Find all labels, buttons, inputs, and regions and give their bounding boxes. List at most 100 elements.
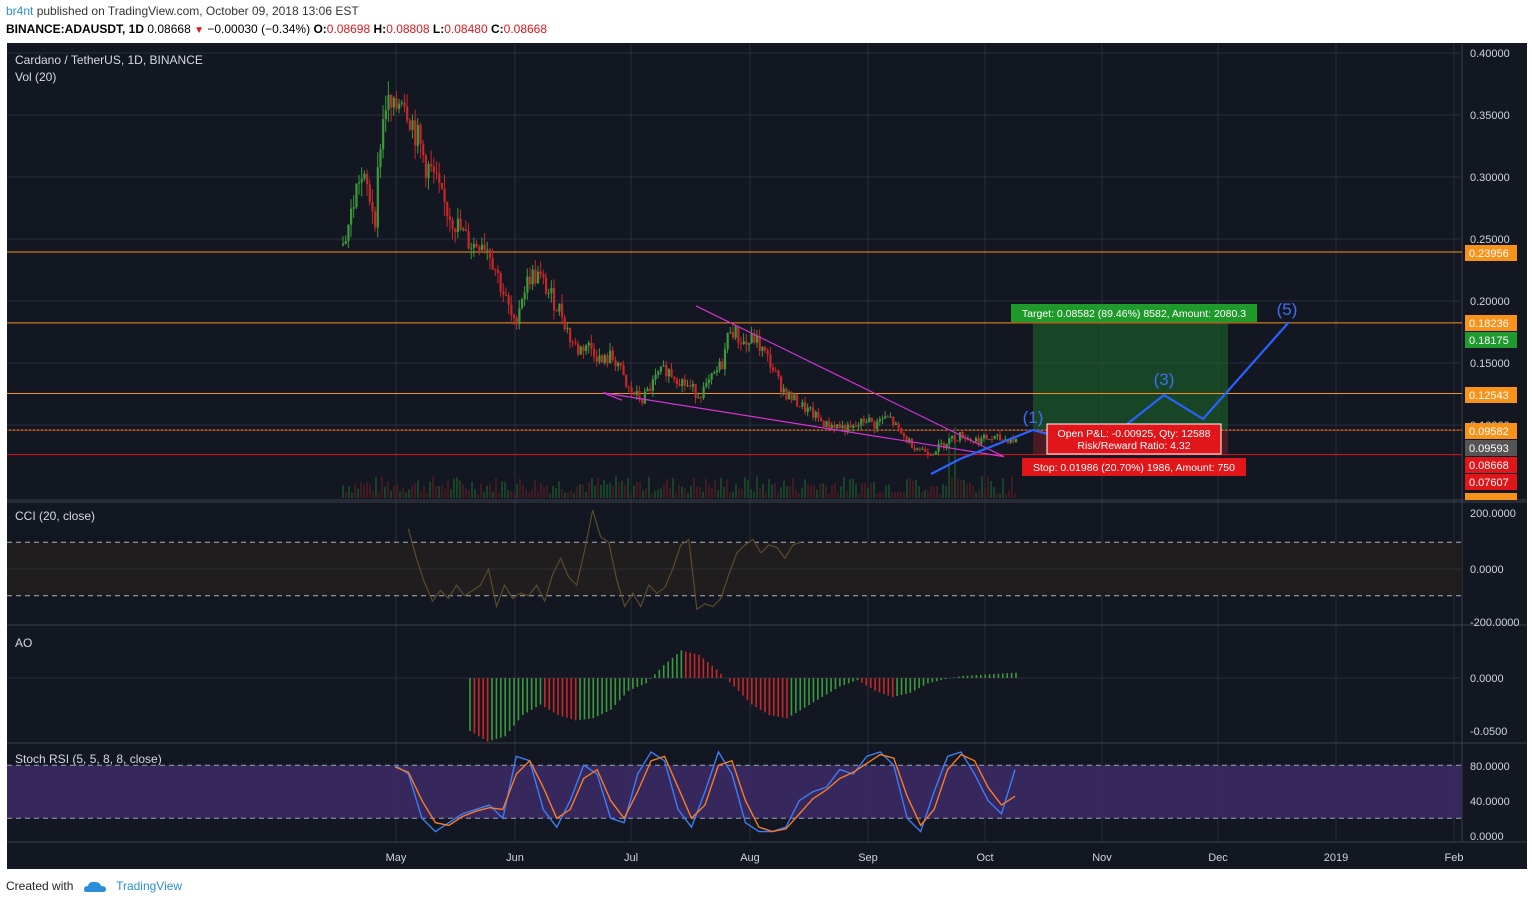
candle-body <box>873 421 876 429</box>
price-tag-label: 0.18175 <box>1469 335 1509 347</box>
published-text: published on TradingView.com, October 09… <box>36 4 359 18</box>
candle-body <box>729 331 732 334</box>
candle-body <box>691 384 695 387</box>
candle-body <box>555 310 558 312</box>
candle-body <box>552 287 556 311</box>
volume-bar <box>981 476 983 498</box>
candle-body <box>523 292 526 300</box>
volume-bar <box>471 481 473 498</box>
stoch-band <box>7 765 1462 819</box>
volume-bar <box>516 484 518 498</box>
candle-body <box>382 119 385 150</box>
candle-body <box>566 327 569 330</box>
volume-bar <box>873 481 875 498</box>
candle-body <box>358 182 361 184</box>
volume-bar <box>498 493 500 498</box>
volume-bar <box>594 485 596 498</box>
candle-body <box>779 376 783 393</box>
volume-bar <box>912 480 914 498</box>
volume-bar <box>486 485 488 498</box>
candle-body <box>825 421 828 427</box>
volume-bar <box>795 489 797 498</box>
candle-body <box>379 149 382 168</box>
candle-body <box>520 299 524 309</box>
candle-body <box>761 346 764 351</box>
volume-bar <box>672 477 674 498</box>
volume-bar <box>960 479 962 498</box>
candle-body <box>528 276 532 285</box>
candle-body <box>681 379 684 387</box>
volume-bar <box>648 476 650 498</box>
candle-body <box>440 182 444 189</box>
candle-body <box>771 367 775 371</box>
candle-body <box>491 258 494 270</box>
volume-bar <box>669 487 671 498</box>
volume-bar <box>978 489 980 498</box>
price-tag <box>1465 423 1517 439</box>
volume-bar <box>789 486 791 498</box>
volume-bar <box>723 487 725 498</box>
volume-bar <box>474 489 476 498</box>
volume-bar <box>570 490 572 498</box>
volume-bar <box>1011 476 1013 498</box>
candle-body <box>464 229 468 232</box>
volume-bar <box>1005 493 1007 498</box>
candle-body <box>630 387 633 393</box>
volume-bar <box>420 491 422 498</box>
volume-bar <box>654 490 656 498</box>
candle-body <box>705 382 708 387</box>
footer: Created with TradingView <box>6 879 182 894</box>
volume-bar <box>861 482 863 498</box>
candle-body <box>614 360 617 367</box>
volume-bar <box>681 486 683 498</box>
candle-body <box>582 346 585 352</box>
volume-bar <box>480 483 482 498</box>
candle-body <box>833 425 836 429</box>
volume-bar <box>609 482 611 498</box>
candle-body <box>398 103 401 109</box>
wedge-lower-line <box>602 392 1005 458</box>
cci-line <box>407 509 802 611</box>
candle-body <box>710 373 713 380</box>
volume-bar <box>708 484 710 498</box>
candle-body <box>993 435 996 440</box>
candle-body <box>985 435 988 440</box>
symbol-label: BINANCE:ADAUSDT, 1D <box>6 22 145 36</box>
author-link[interactable]: br4nt <box>6 4 34 18</box>
volume-bar <box>876 493 878 498</box>
ohlc-line: BINANCE:ADAUSDT, 1D 0.08668 ▼ −0.00030 (… <box>6 22 547 36</box>
candle-body <box>958 432 962 441</box>
candle-body <box>424 155 427 178</box>
candle-body <box>982 435 986 439</box>
volume-bar <box>414 483 416 498</box>
volume-bar <box>540 482 542 498</box>
candle-body <box>820 418 823 422</box>
volume-bar <box>1014 493 1016 498</box>
candle-body <box>371 202 374 212</box>
volume-bar <box>519 478 521 498</box>
volume-bar <box>507 489 509 498</box>
volume-bar <box>714 480 716 498</box>
candle-body <box>483 244 486 250</box>
volume-bar <box>777 492 779 498</box>
candle-body <box>657 371 660 375</box>
rr-label: Risk/Reward Ratio: 4.32 <box>1077 440 1190 452</box>
candle-body <box>419 124 422 144</box>
volume-bar <box>636 482 638 498</box>
high-value: 0.08808 <box>386 22 430 36</box>
volume-bar <box>495 477 497 498</box>
candle-body <box>910 438 914 449</box>
stoch-tick-label: 80.0000 <box>1470 761 1510 773</box>
candle-body <box>347 224 350 242</box>
candle-body <box>750 333 753 343</box>
pnl-label-box <box>1046 423 1222 455</box>
candle-body <box>878 419 881 422</box>
candle-body <box>574 342 577 344</box>
volume-bar <box>945 486 947 498</box>
candle-body <box>753 333 756 343</box>
volume-bar <box>510 490 512 498</box>
tradingview-link[interactable]: TradingView <box>116 879 183 893</box>
candle-body <box>945 443 948 448</box>
volume-bar <box>828 493 830 498</box>
